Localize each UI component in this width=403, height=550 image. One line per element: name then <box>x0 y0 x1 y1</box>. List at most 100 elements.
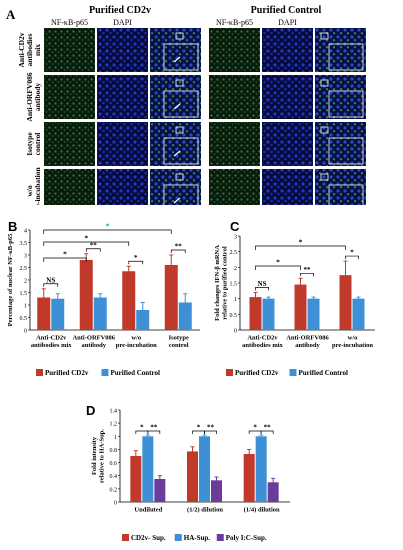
micrograph-tile <box>44 169 95 213</box>
bar-3 <box>211 480 222 502</box>
pair-bracket <box>260 430 274 434</box>
y-tick-label: 0.6 <box>110 461 118 467</box>
bar-3 <box>267 482 279 502</box>
significance-label: * <box>106 222 110 231</box>
y-tick-label: 1 <box>24 304 27 310</box>
micrograph-tile <box>44 122 95 166</box>
pair-bracket <box>300 272 314 277</box>
y-axis-label: Percentage of nuclear NF-κB-p65 <box>7 233 14 326</box>
bar-2 <box>142 436 154 502</box>
panel-label-a: A <box>6 7 16 22</box>
comparison-bracket <box>43 257 87 262</box>
inset-marker <box>320 79 329 87</box>
significance-label: * <box>134 254 138 262</box>
bar-2 <box>136 310 150 330</box>
micrograph-tile <box>150 169 201 213</box>
y-tick-label: 1.5 <box>230 282 238 288</box>
significance-label: NS <box>46 276 55 284</box>
legend-swatch <box>122 534 129 541</box>
micrograph-tile <box>97 28 148 72</box>
x-tick-label: Isotype control <box>169 335 189 350</box>
chart-d: Fold intensityrelative to HA-Sup. 0 0.2 0.4… <box>91 409 290 542</box>
pair-bracket <box>128 260 144 265</box>
chart-c: Fold changes IFN-β mRNArelative to purif… <box>214 235 375 377</box>
panel-label-c: C <box>230 219 240 234</box>
x-tick-label: Anti-ORFV086 antibody <box>286 335 329 350</box>
bar-1 <box>79 260 93 330</box>
micrograph-tile <box>262 122 313 166</box>
bar-2 <box>352 298 365 330</box>
significance-label: * <box>253 423 257 431</box>
micrograph-tile <box>315 28 366 72</box>
legend-swatch <box>101 369 109 376</box>
pair-bracket <box>147 430 161 434</box>
group-title-cd2v: Purified CD2v <box>89 5 151 16</box>
bar-1 <box>249 297 262 330</box>
legend-label: CD2v- Sup. <box>131 534 166 542</box>
group-title-control: Purified Control <box>251 5 322 16</box>
significance-label: * <box>84 234 88 243</box>
bar-1 <box>122 271 136 330</box>
y-tick-label: 4 <box>24 229 27 235</box>
x-tick-label: (1/2) dilution <box>187 507 223 514</box>
pair-bracket <box>255 287 269 291</box>
micrograph-tile <box>262 169 313 213</box>
x-tick-label: w/o pre-incubation <box>116 335 157 350</box>
legend-swatch <box>289 369 297 376</box>
bar-2 <box>199 436 210 502</box>
micrograph-grid-svg: A Purified CD2v Purified Control NF-κB-p… <box>6 5 366 215</box>
x-tick-label: Anti-CD2v antibodies mix <box>242 335 283 350</box>
legend-label: Poly I:C-Sup. <box>226 534 267 542</box>
bar-3 <box>154 479 166 502</box>
y-tick-label: 0.8 <box>110 448 118 454</box>
panel-label-b: B <box>8 219 18 234</box>
comparison-bracket <box>255 265 301 270</box>
zoom-inset <box>328 137 364 165</box>
micrograph-tile <box>209 28 260 72</box>
significance-label: * <box>276 258 280 267</box>
bar-1 <box>243 454 255 502</box>
micrograph-tile <box>150 75 201 119</box>
micrograph-tile <box>209 169 260 213</box>
inset-marker <box>175 126 184 134</box>
inset-marker <box>320 32 329 40</box>
zoom-inset <box>328 90 364 118</box>
y-tick-label: 1 <box>114 435 117 441</box>
zoom-inset <box>163 90 199 118</box>
micrograph-tile <box>97 169 148 213</box>
micrograph-tile <box>44 28 95 72</box>
bar-2 <box>51 298 65 330</box>
bar-2 <box>93 297 107 330</box>
legend-swatch <box>36 369 43 376</box>
legend-label: Purified Control <box>110 369 160 377</box>
legend-label: Purified CD2v <box>235 369 279 377</box>
row-label: Anti-ORFV086antibody <box>25 72 42 121</box>
bar-1 <box>294 284 307 330</box>
bar-1 <box>187 451 198 502</box>
legend-label: Purified CD2v <box>45 369 89 377</box>
panel-a-micrograph-grid: A Purified CD2v Purified Control NF-κB-p… <box>0 0 403 215</box>
bar-2 <box>255 436 267 502</box>
y-tick-label: 0 <box>24 329 27 335</box>
significance-label: * <box>63 250 67 259</box>
micrograph-tile <box>209 75 260 119</box>
significance-label: ** <box>304 266 312 274</box>
y-tick-label: 3.5 <box>20 241 28 247</box>
row-label: w/opre-incubation <box>25 166 42 205</box>
inset-marker <box>320 126 329 134</box>
micrograph-tile <box>315 122 366 166</box>
arrow-icon <box>173 56 181 63</box>
arrow-icon <box>173 150 181 157</box>
legend-swatch <box>226 369 233 376</box>
significance-label: ** <box>150 423 158 431</box>
micrograph-tile <box>150 122 201 166</box>
y-axis-label: Fold changes IFN-β mRNArelative to purif… <box>214 245 229 321</box>
bar-1 <box>37 297 51 330</box>
chart-b: Percentage of nuclear NF-κB-p65 0 0.5 1 1.5 2… <box>7 222 200 377</box>
pair-bracket <box>85 248 101 252</box>
y-tick-label: 0.2 <box>110 487 118 493</box>
row-label: Anti-CD2vantibodiesmix <box>17 32 42 67</box>
comparison-bracket <box>43 229 172 234</box>
y-tick-label: 0 <box>114 501 117 507</box>
pair-bracket <box>204 430 217 434</box>
